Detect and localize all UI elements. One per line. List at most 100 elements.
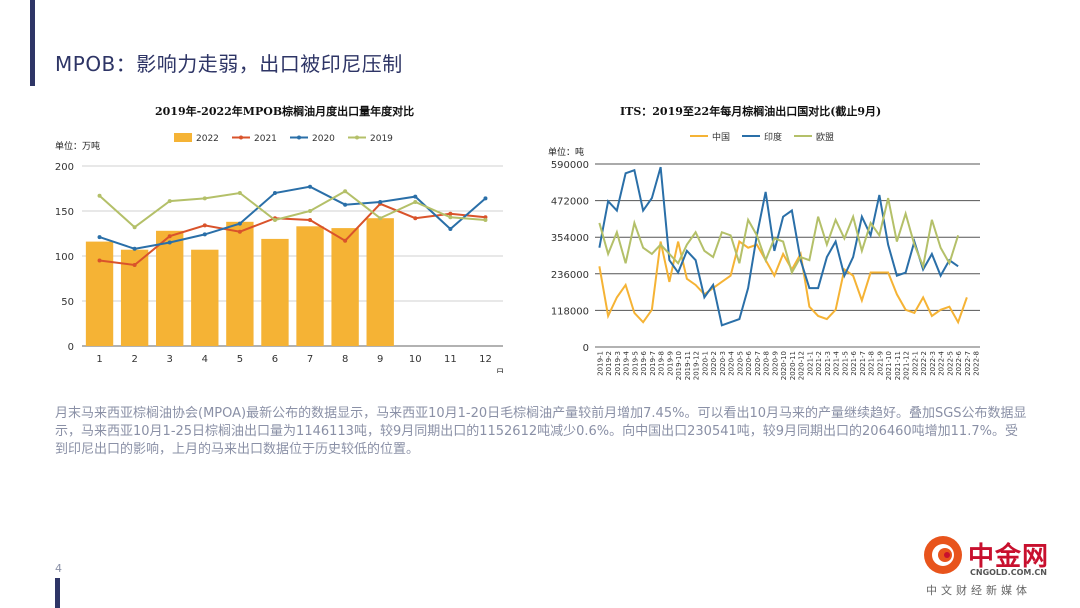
chart1-x-axis-label: 月	[495, 368, 504, 373]
chart1-bar-2022	[331, 228, 359, 346]
chart2-unit-label: 单位：吨	[548, 148, 585, 158]
chart1-x-tick-label: 10	[409, 354, 422, 365]
chart1-x-tick-label: 6	[272, 354, 278, 365]
chart2-x-tick-label: 2019-9	[666, 351, 674, 376]
chart1-title: 2019年-2022年MPOB棕榈油月度出口量年度对比	[155, 105, 415, 118]
chart1-legend-label: 2021	[254, 134, 277, 144]
chart2-x-tick-label: 2021-6	[850, 350, 858, 375]
chart1-point-2020	[308, 184, 313, 189]
title-accent-bar	[30, 0, 35, 86]
chart1-legend-marker-2019	[355, 135, 359, 140]
chart2-x-tick-label: 2022-7	[964, 351, 972, 376]
chart1-x-tick-label: 1	[96, 354, 102, 365]
chart2-x-tick-label: 2021-5	[841, 351, 849, 376]
chart1-x-tick-label: 12	[479, 354, 492, 365]
chart1-point-2019	[378, 216, 383, 221]
chart2-x-tick-label: 2021-12	[903, 351, 911, 380]
chart2-y-tick-label: 354000	[551, 233, 589, 244]
chart2-x-tick-label: 2020-5	[736, 351, 744, 376]
chart2-x-tick-label: 2020-6	[745, 350, 753, 375]
chart1-bar-2022	[226, 221, 254, 346]
chart1-point-2020	[448, 227, 453, 231]
chart1-point-2019	[413, 200, 418, 204]
chart1-point-2019	[448, 215, 453, 220]
chart2-x-tick-label: 2019-12	[693, 351, 701, 380]
chart2-x-tick-label: 2020-4	[728, 350, 736, 375]
chart2-x-tick-label: 2019-2	[605, 351, 613, 376]
chart1-y-tick-label: 200	[55, 162, 74, 173]
chart2-x-tick-label: 2022-1	[911, 351, 919, 376]
chart1-point-2020	[202, 232, 207, 237]
logo-name: 中金网	[968, 542, 1050, 572]
chart1-x-tick-label: 4	[202, 354, 208, 365]
chart1-line-2019	[98, 190, 486, 229]
chart2-x-tick-label: 2021-11	[894, 351, 902, 380]
chart2-x-tick-label: 2020-1	[701, 351, 709, 376]
chart2-x-tick-label: 2020-3	[719, 351, 727, 376]
chart1-point-2019	[343, 189, 348, 194]
chart1-bar-2022	[261, 238, 289, 346]
chart1-y-tick-label: 100	[55, 252, 74, 263]
chart1-point-2021	[132, 263, 137, 267]
chart1-point-2019	[272, 218, 277, 222]
chart2-x-tick-label: 2021-2	[815, 351, 823, 376]
chart1-bar-2022	[366, 218, 394, 346]
chart1-point-2019	[483, 218, 488, 222]
footer-accent-bar	[55, 578, 60, 608]
chart2-x-tick-label: 2019-10	[675, 351, 683, 380]
chart1-point-2020	[132, 246, 137, 251]
chart2-x-tick-label: 2020-11	[789, 351, 797, 380]
chart2-y-tick-label: 590000	[551, 160, 589, 171]
chart1-point-2020	[343, 202, 348, 207]
chart1-x-tick-label: 5	[237, 354, 243, 365]
logo-domain: CNGOLD.COM.CN	[970, 568, 1047, 577]
chart1-point-2020	[483, 196, 488, 201]
chart2-x-tick-label: 2019-7	[649, 351, 657, 376]
chart1-x-tick-label: 2	[131, 354, 137, 365]
chart2-line-欧盟	[598, 197, 960, 276]
chart1-bar-2022	[156, 230, 184, 346]
chart2-x-tick-label: 2022-8	[973, 351, 981, 376]
chart2-x-tick-label: 2021-9	[876, 351, 884, 376]
chart2-title: ITS：2019至22年每月棕榈油出口国对比(截止9月)	[620, 105, 882, 118]
chart1-point-2019	[167, 199, 172, 204]
chart1-point-2021	[343, 238, 348, 243]
chart1-bar-2022	[191, 249, 219, 346]
chart1-point-2019	[308, 209, 313, 213]
chart1-point-2021	[97, 258, 102, 263]
chart1-point-2019	[97, 193, 102, 198]
chart1-x-tick-label: 8	[342, 354, 348, 365]
chart1-point-2021	[202, 223, 207, 228]
chart2-x-tick-label: 2020-2	[710, 351, 718, 376]
chart2-line-印度	[598, 166, 959, 327]
cngold-logo: 中金网 CNGOLD.COM.CN 中文财经新媒体	[908, 534, 1073, 604]
chart1-y-tick-label: 50	[61, 297, 74, 308]
chart1-point-2020	[167, 240, 172, 245]
chart2-x-tick-label: 2020-7	[754, 351, 762, 376]
chart1-bar-2022	[296, 226, 324, 346]
chart1-x-tick-label: 7	[307, 354, 313, 365]
chart2-x-tick-label: 2021-8	[868, 351, 876, 376]
chart2-y-tick-label: 236000	[551, 270, 589, 281]
chart1-legend-label: 2022	[196, 134, 219, 144]
chart2-x-tick-label: 2019-3	[614, 351, 622, 376]
chart1-point-2021	[413, 216, 418, 221]
chart1-y-tick-label: 0	[68, 342, 74, 353]
body-paragraph: 月末马来西亚棕榈油协会(MPOA)最新公布的数据显示，马来西亚10月1-20日毛…	[55, 406, 1027, 457]
chart2-x-tick-label: 2019-5	[631, 351, 639, 376]
chart1-x-tick-label: 11	[444, 354, 457, 365]
chart1-point-2019	[202, 196, 207, 201]
chart2-x-tick-label: 2019-1	[596, 351, 604, 376]
chart2-legend-label: 欧盟	[816, 131, 834, 143]
chart2-x-tick-label: 2019-8	[658, 351, 666, 376]
chart2-x-tick-label: 2021-1	[806, 351, 814, 376]
chart2-legend-label: 印度	[764, 131, 782, 143]
chart2-x-tick-label: 2019-4	[623, 350, 631, 375]
chart2-x-tick-label: 2019-6	[640, 350, 648, 375]
chart2-x-tick-label: 2021-4	[833, 350, 841, 375]
chart1-line-2021	[99, 202, 486, 267]
logo-tagline: 中文财经新媒体	[926, 584, 1031, 597]
chart1-legend-label: 2019	[370, 134, 393, 144]
chart2-x-tick-label: 2021-7	[859, 351, 867, 376]
chart1-point-2019	[132, 225, 137, 230]
